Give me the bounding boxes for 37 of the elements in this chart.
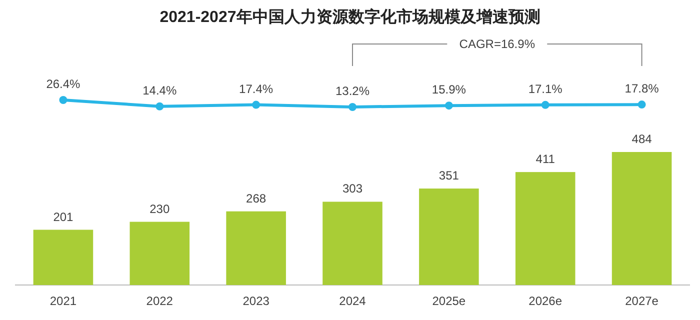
bar: [419, 188, 479, 285]
data-label: 303: [342, 182, 363, 196]
x-tick-label: 2027e: [625, 294, 659, 308]
x-tick-label: 2022: [146, 294, 174, 308]
data-label: 17.1%: [528, 82, 563, 96]
x-tick-label: 2025e: [432, 294, 466, 308]
x-tick-label: 2024: [339, 294, 366, 308]
data-label: 26.4%: [46, 77, 81, 91]
data-label: 268: [246, 191, 266, 206]
data-label: 15.9%: [432, 82, 466, 97]
data-label: 17.4%: [239, 82, 274, 96]
data-label: 484: [632, 132, 652, 146]
data-label: 411: [536, 152, 556, 166]
x-tick-label: 2023: [242, 294, 270, 308]
bar: [226, 211, 286, 285]
point: [348, 103, 356, 111]
point: [156, 102, 164, 110]
text: CAGR=16.9%: [459, 37, 536, 51]
data-label: 17.8%: [624, 82, 660, 96]
data-label: 351: [438, 168, 460, 183]
bar: [33, 230, 94, 285]
bar: [515, 172, 576, 285]
point: [59, 96, 68, 104]
point: [444, 102, 453, 110]
chart-title: 2021-2027年中国人力资源数字化市场规模及增速预测: [160, 7, 540, 26]
data-label: 201: [53, 210, 74, 224]
data-label: 14.4%: [142, 83, 177, 98]
x-tick-label: 2021: [50, 294, 77, 308]
data-label: 230: [150, 202, 170, 216]
bar: [612, 152, 672, 285]
point: [252, 100, 260, 109]
bar: [322, 202, 382, 285]
x-tick-label: 2026e: [528, 294, 562, 308]
point: [638, 100, 646, 109]
bar: [130, 222, 190, 285]
data-label: 13.2%: [335, 84, 370, 98]
point: [541, 100, 550, 109]
